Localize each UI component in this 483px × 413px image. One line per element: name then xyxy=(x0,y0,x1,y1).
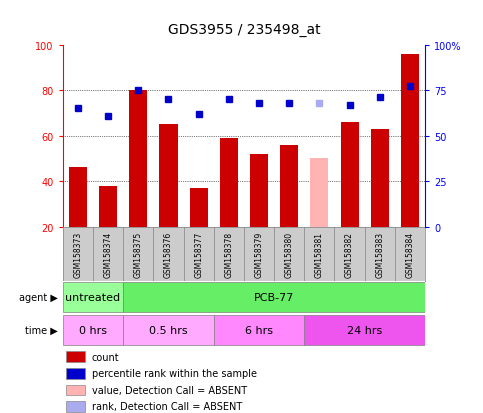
Bar xyxy=(67,368,85,379)
Text: 6 hrs: 6 hrs xyxy=(245,325,273,335)
Bar xyxy=(99,186,117,227)
Text: GSM158381: GSM158381 xyxy=(315,231,324,277)
Bar xyxy=(69,168,87,227)
Bar xyxy=(341,123,358,227)
Text: percentile rank within the sample: percentile rank within the sample xyxy=(92,368,257,378)
Text: GSM158378: GSM158378 xyxy=(224,231,233,277)
Text: GDS3955 / 235498_at: GDS3955 / 235498_at xyxy=(168,23,320,37)
Bar xyxy=(123,282,425,312)
Text: GSM158373: GSM158373 xyxy=(73,231,83,277)
Text: GSM158377: GSM158377 xyxy=(194,231,203,277)
Text: 24 hrs: 24 hrs xyxy=(347,325,382,335)
Bar xyxy=(304,316,425,345)
Text: GSM158379: GSM158379 xyxy=(255,231,264,277)
Bar xyxy=(63,282,123,312)
Text: time ▶: time ▶ xyxy=(25,325,58,335)
Text: PCB-77: PCB-77 xyxy=(254,292,294,302)
Bar xyxy=(371,129,389,227)
Bar xyxy=(67,351,85,362)
Text: GSM158375: GSM158375 xyxy=(134,231,143,277)
Text: rank, Detection Call = ABSENT: rank, Detection Call = ABSENT xyxy=(92,401,242,411)
Bar xyxy=(67,385,85,395)
Bar xyxy=(67,401,85,412)
Bar xyxy=(159,125,178,227)
Bar xyxy=(129,91,147,227)
Text: GSM158383: GSM158383 xyxy=(375,231,384,277)
Text: GSM158384: GSM158384 xyxy=(405,231,414,277)
Text: GSM158380: GSM158380 xyxy=(284,231,294,277)
Bar xyxy=(250,154,268,227)
Text: 0 hrs: 0 hrs xyxy=(79,325,107,335)
Bar xyxy=(213,316,304,345)
Text: untreated: untreated xyxy=(65,292,121,302)
Bar xyxy=(401,55,419,227)
Text: 0.5 hrs: 0.5 hrs xyxy=(149,325,188,335)
Text: GSM158374: GSM158374 xyxy=(103,231,113,277)
Bar xyxy=(311,159,328,227)
Bar xyxy=(220,138,238,227)
Bar xyxy=(189,188,208,227)
Bar xyxy=(63,316,123,345)
Text: agent ▶: agent ▶ xyxy=(19,292,58,302)
Text: GSM158376: GSM158376 xyxy=(164,231,173,277)
Text: value, Detection Call = ABSENT: value, Detection Call = ABSENT xyxy=(92,385,247,395)
Text: GSM158382: GSM158382 xyxy=(345,231,354,277)
Text: count: count xyxy=(92,352,119,362)
Bar xyxy=(123,316,213,345)
Bar xyxy=(280,145,298,227)
